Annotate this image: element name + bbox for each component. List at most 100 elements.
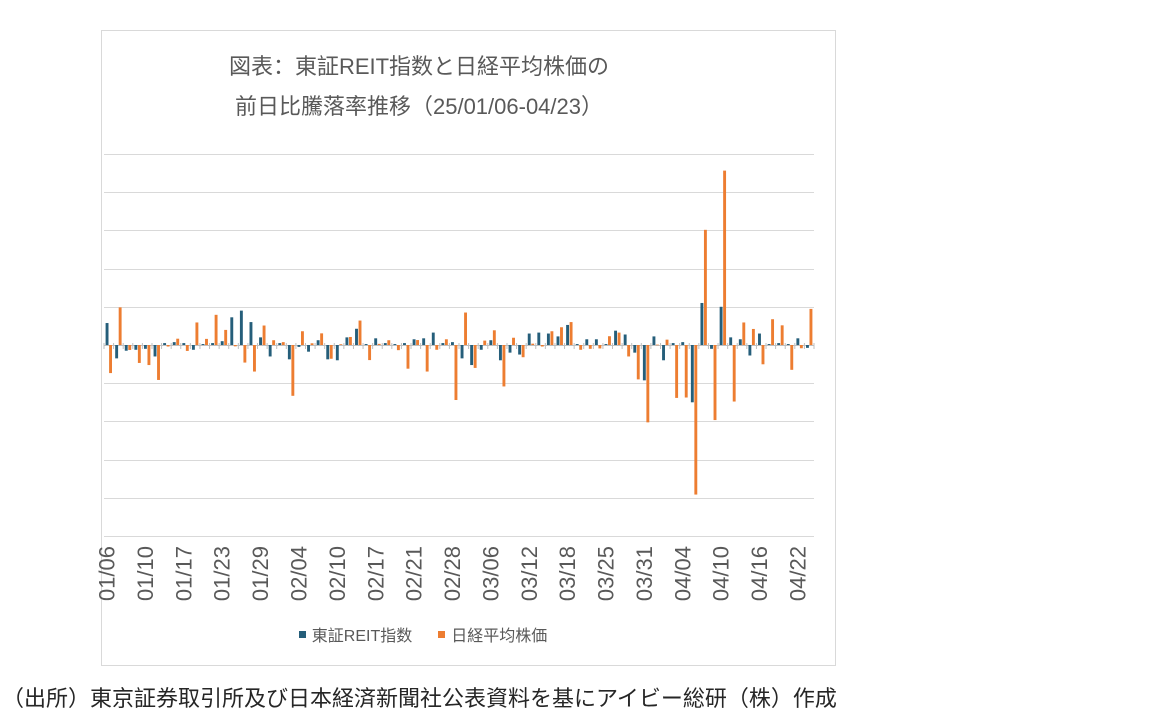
bar-nikkei (425, 345, 429, 372)
chart-container: 01/06 01/10 01/17 01/23 01/29 02/04 02/10 02/17… (95, 30, 836, 666)
legend: 東証REIT指数 日経平均株価 (102, 623, 744, 645)
bar-reit (767, 344, 771, 345)
bar-nikkei (694, 345, 698, 495)
x-tick-labels: 01/06 01/10 01/17 01/23 01/29 02/04 02/10 02/17… (95, 546, 811, 601)
bar-nikkei (512, 337, 515, 345)
plot-area: 01/06 01/10 01/17 01/23 01/29 02/04 02/10 02/17… (95, 154, 815, 601)
bar-nikkei (809, 308, 813, 345)
bar-nikkei (761, 345, 765, 365)
bar-reit (249, 322, 253, 345)
bar-nikkei (272, 340, 276, 345)
source-note: （出所）東京証券取引所及び日本経済新聞社公表資料を基にアイビー総研（株）作成 (2, 686, 837, 711)
bar-reit (777, 343, 781, 345)
bar-nikkei (579, 345, 583, 350)
bar-reit (335, 345, 339, 361)
bar-nikkei (262, 325, 266, 345)
bar-reit (431, 332, 435, 345)
bar-reit (594, 339, 598, 345)
bar-reit (403, 343, 406, 345)
bar-reit (460, 345, 464, 359)
legend-item-nikkei: 日経平均株価 (438, 622, 547, 646)
bar-nikkei (636, 345, 640, 380)
bar-reit (719, 306, 723, 345)
x-tick-label: 03/25 (594, 546, 619, 601)
bar-reit (422, 338, 426, 345)
bar-nikkei (348, 336, 352, 345)
bar-nikkei (281, 342, 285, 345)
bar-nikkei (454, 345, 458, 401)
bar-nikkei (569, 322, 573, 345)
bar-reit (470, 345, 474, 366)
bar-reit (191, 345, 195, 350)
bar-reit (786, 344, 790, 345)
x-tick-label: 04/04 (670, 546, 695, 601)
bar-nikkei (243, 345, 247, 363)
x-tick-label: 02/21 (402, 546, 427, 601)
bar-nikkei (214, 314, 218, 345)
bar-nikkei (339, 344, 343, 345)
bar-nikkei (550, 331, 554, 345)
bar-reit (585, 339, 589, 345)
bar-reit (479, 345, 483, 350)
bar-nikkei (655, 344, 659, 346)
bar-reit (662, 345, 665, 361)
bar-reit (105, 323, 109, 345)
bar-nikkei (416, 340, 420, 345)
bar-nikkei (588, 345, 592, 349)
bar-nikkei (617, 332, 621, 345)
bar-reit (690, 345, 694, 403)
bar-reit (163, 343, 167, 345)
bar-nikkei (521, 345, 525, 358)
bars-nikkei-series (109, 170, 813, 495)
bar-nikkei (224, 329, 228, 345)
bar-nikkei (540, 345, 544, 347)
x-tick-label: 04/16 (747, 546, 772, 601)
bar-reit (153, 345, 157, 357)
bar-reit (211, 343, 215, 345)
bar-nikkei (205, 338, 208, 345)
bar-nikkei (358, 320, 362, 345)
bar-nikkei (751, 328, 755, 345)
bar-nikkei (560, 327, 563, 345)
bar-reit (575, 344, 579, 345)
x-tick-label: 01/10 (133, 546, 158, 601)
x-tick-label: 02/28 (440, 546, 465, 601)
bar-reit (124, 345, 128, 351)
bar-nikkei (742, 322, 746, 345)
bar-nikkei (483, 340, 487, 345)
bar-nikkei (118, 307, 122, 345)
bar-nikkei (492, 330, 496, 345)
bar-reit (614, 330, 618, 345)
legend-label-nikkei: 日経平均株価 (451, 628, 548, 645)
bar-nikkei (253, 345, 256, 372)
bar-reit (700, 302, 704, 345)
bar-nikkei (444, 339, 448, 345)
bar-reit (326, 345, 330, 360)
x-tick-label: 04/10 (709, 546, 734, 601)
bar-reit (623, 334, 627, 345)
bar-nikkei (608, 336, 611, 345)
bar-reit (508, 345, 512, 353)
x-tick-label: 01/06 (95, 546, 120, 601)
x-tick-label: 04/22 (785, 546, 810, 601)
bar-reit (489, 340, 493, 345)
legend-swatch-nikkei (438, 630, 446, 638)
bar-reit (566, 324, 570, 345)
bar-reit (220, 341, 224, 345)
bar-reit (796, 338, 800, 345)
bar-reit (134, 345, 138, 350)
bar-nikkei (233, 345, 237, 347)
x-tick-label: 02/10 (325, 546, 350, 601)
bar-nikkei (329, 345, 333, 359)
bar-nikkei (684, 345, 688, 398)
bar-nikkei (473, 345, 477, 368)
bar-reit (729, 337, 733, 345)
bar-reit (316, 340, 320, 345)
bar-reit (748, 345, 752, 356)
bar-reit (642, 345, 646, 381)
bar-reit (374, 338, 378, 345)
bar-nikkei (320, 333, 324, 345)
bar-nikkei (646, 345, 650, 423)
bar-reit (556, 336, 560, 345)
bar-reit (758, 333, 761, 345)
